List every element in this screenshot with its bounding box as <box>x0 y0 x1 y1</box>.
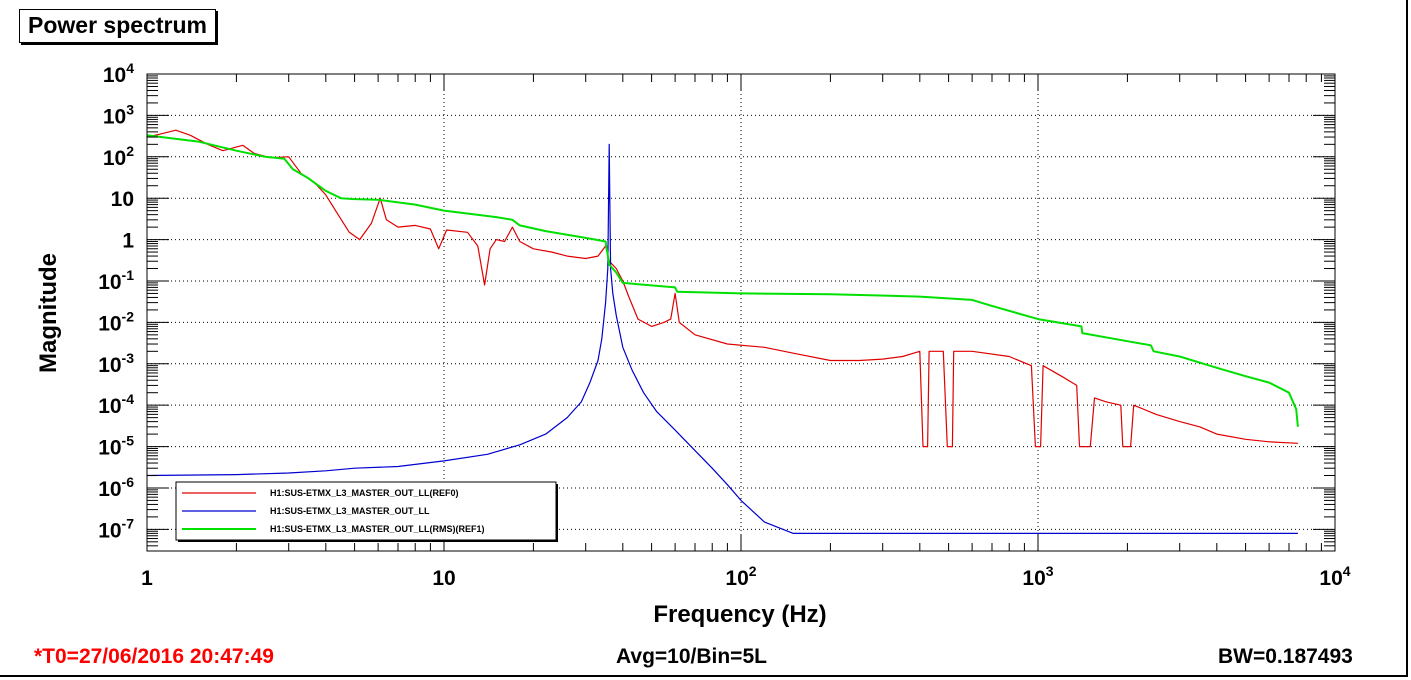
series-line-1 <box>146 143 1298 534</box>
y-tick-label: 10-6 <box>98 474 134 501</box>
legend: H1:SUS-ETMX_L3_MASTER_OUT_LL(REF0) H1:SUS… <box>175 481 558 542</box>
y-tick-label: 10-2 <box>98 308 134 335</box>
x-tick-labels: 1 10 102 103 104 <box>141 563 1351 590</box>
chart-title: Power spectrum <box>19 9 216 43</box>
footer-bw: BW=0.187493 <box>1218 645 1353 668</box>
y-tick-label: 10-4 <box>98 391 134 418</box>
y-tick-label: 104 <box>103 60 134 87</box>
series-lines <box>146 129 1299 534</box>
y-tick-label: 102 <box>103 143 134 170</box>
x-tick-label: 104 <box>1319 563 1350 590</box>
x-tick-label: 1 <box>141 567 153 590</box>
series-line-2 <box>146 134 1299 427</box>
x-axis-label: Frequency (Hz) <box>653 601 826 628</box>
y-tick-label: 1 <box>122 230 134 253</box>
legend-entry-2: H1:SUS-ETMX_L3_MASTER_OUT_LL(RMS)(REF1) <box>270 524 485 534</box>
plot-area <box>146 73 1336 552</box>
y-tick-label: 10-3 <box>98 350 134 377</box>
x-tick-label: 10 <box>432 567 455 590</box>
y-tick-label: 10-1 <box>98 267 134 294</box>
footer-t0: *T0=27/06/2016 20:47:49 <box>34 645 274 668</box>
legend-entry-1: H1:SUS-ETMX_L3_MASTER_OUT_LL <box>270 506 430 516</box>
y-tick-label: 10-7 <box>98 515 134 542</box>
legend-entry-0: H1:SUS-ETMX_L3_MASTER_OUT_LL(REF0) <box>270 488 459 498</box>
x-tick-label: 102 <box>725 563 756 590</box>
y-tick-label: 103 <box>103 101 134 128</box>
series-line-0 <box>146 129 1298 448</box>
y-tick-label: 10 <box>111 188 134 211</box>
x-tick-label: 103 <box>1022 563 1053 590</box>
grid-lines <box>147 74 1335 551</box>
y-axis-label: Magnitude <box>35 253 62 373</box>
footer-avg: Avg=10/Bin=5L <box>616 645 767 668</box>
axis-ticks <box>146 73 1336 552</box>
y-tick-label: 10-5 <box>98 433 134 460</box>
